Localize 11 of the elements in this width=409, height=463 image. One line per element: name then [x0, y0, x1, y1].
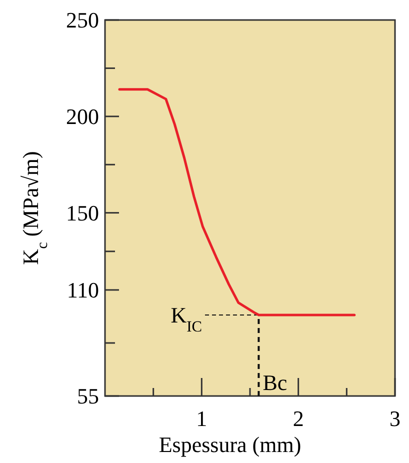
annotation: Bc — [262, 370, 288, 395]
y-tick-label: 250 — [66, 8, 99, 33]
y-tick-label: 200 — [66, 104, 99, 130]
y-tick-label: 110 — [66, 278, 99, 303]
x-tick-label: 3 — [390, 406, 400, 431]
y-tick-label: 150 — [66, 200, 99, 226]
x-tick-label: 1 — [196, 406, 208, 431]
y-tick-label: 55 — [77, 384, 99, 409]
annotation: K$_{IC}$ — [170, 302, 202, 336]
x-axis-title: Espessura (mm) — [158, 432, 302, 457]
x-tick-label: 2 — [292, 406, 304, 431]
